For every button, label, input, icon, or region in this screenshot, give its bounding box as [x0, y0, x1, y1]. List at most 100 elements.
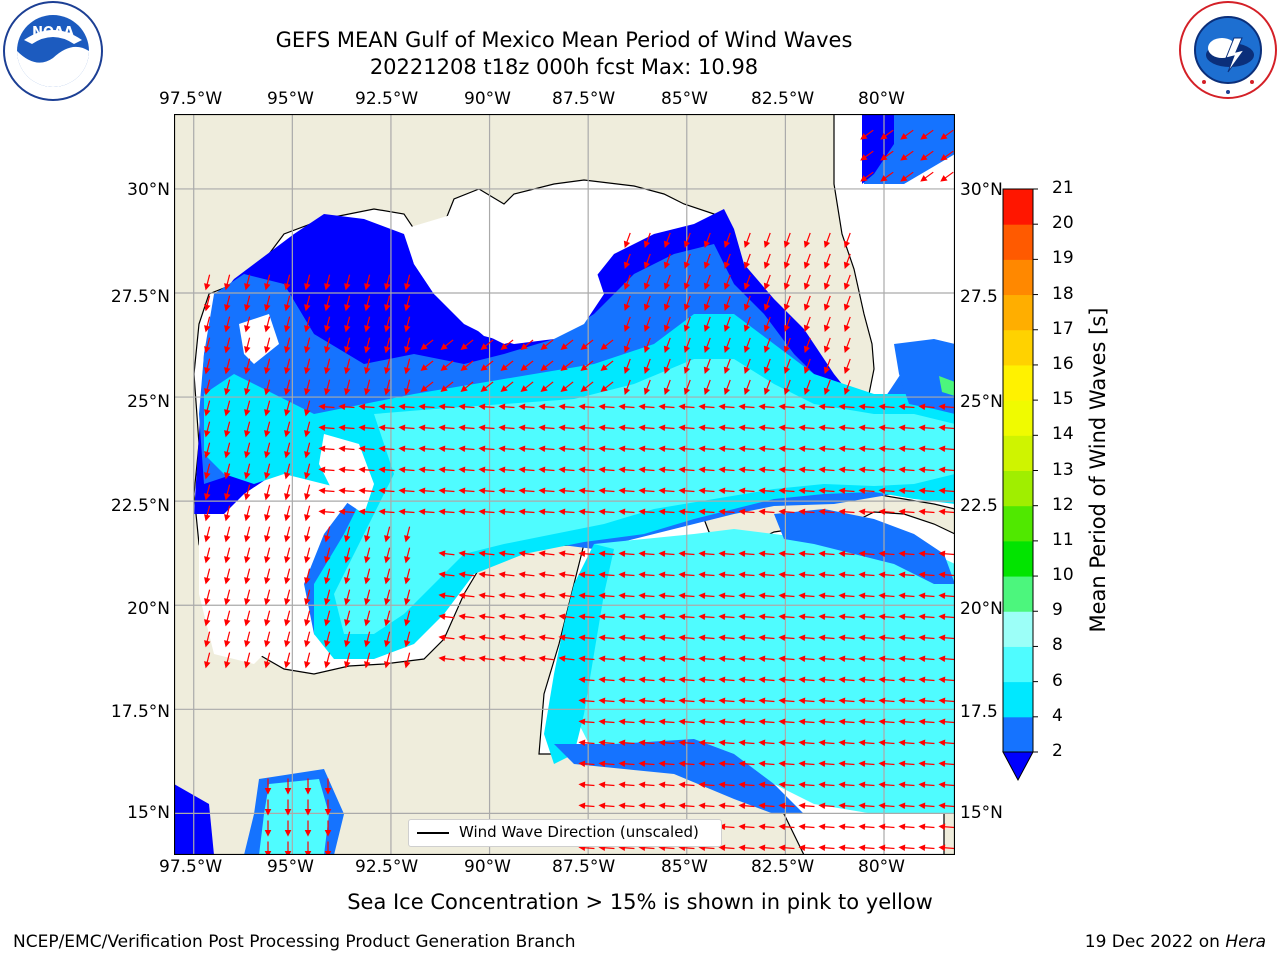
wind-wave-arrowhead	[798, 613, 806, 621]
wind-wave-direction-arrows	[204, 129, 955, 855]
wind-wave-arrowhead	[858, 487, 866, 495]
wind-wave-arrowhead	[324, 788, 332, 795]
wind-wave-arrowhead	[783, 261, 791, 270]
colorbar-frame	[1002, 188, 1034, 753]
wind-wave-arrowhead	[404, 325, 411, 333]
wind-wave-arrowhead	[758, 634, 766, 642]
wind-wave-arrowhead	[364, 325, 371, 333]
wind-wave-arrowhead	[678, 466, 686, 474]
wind-wave-arrowhead	[578, 571, 586, 579]
field-blue-nw-caribbean	[774, 509, 955, 584]
wind-wave-arrowhead	[758, 487, 766, 495]
lon-tick-top: 85°W	[661, 89, 708, 109]
wind-wave-arrowhead	[264, 661, 271, 669]
colorbar-tick-label: 6	[1052, 670, 1063, 691]
wind-wave-arrowhead	[683, 387, 691, 396]
wind-wave-arrowhead	[638, 634, 646, 642]
wind-wave-arrowhead	[818, 403, 826, 411]
footer-date-text: 19 Dec 2022 on	[1084, 932, 1226, 952]
wind-wave-arrowhead	[498, 571, 506, 578]
wind-wave-arrowhead	[224, 577, 231, 585]
field-dark-blue-atlantic	[862, 114, 894, 184]
wind-wave-arrowhead	[818, 739, 826, 747]
wind-wave-arrowhead	[358, 508, 366, 516]
wind-wave-arrowhead	[823, 387, 831, 396]
wind-wave-arrowhead	[458, 445, 466, 453]
wind-wave-arrowhead	[878, 823, 886, 831]
wind-wave-arrowhead	[758, 403, 766, 411]
wind-wave-arrowhead	[778, 655, 786, 663]
wind-wave-arrowhead	[618, 571, 626, 579]
wind-wave-arrowhead	[643, 261, 651, 270]
wind-wave-arrowhead	[918, 487, 926, 495]
wind-wave-arrowhead	[663, 345, 671, 354]
wind-wave-arrowhead	[458, 655, 466, 662]
wind-wave-arrowhead	[224, 388, 231, 396]
wind-wave-arrowhead	[778, 823, 786, 831]
wind-wave-arrowhead	[244, 661, 251, 669]
wind-wave-arrowhead	[538, 592, 546, 599]
lon-tick-bottom: 85°W	[661, 857, 708, 877]
wind-wave-arrowhead	[843, 366, 851, 375]
wind-wave-arrowhead	[204, 304, 211, 312]
wind-wave-arrowhead	[284, 493, 291, 501]
wind-wave-arrowhead	[678, 445, 686, 453]
wind-wave-arrowhead	[798, 760, 806, 768]
wind-wave-arrowhead	[520, 343, 528, 350]
wind-wave-arrowhead	[440, 343, 448, 350]
wind-wave-arrowhead	[920, 133, 928, 140]
wind-wave-arrowhead	[818, 424, 826, 432]
wind-wave-arrowhead	[778, 550, 786, 558]
wind-wave-arrowhead	[498, 403, 506, 411]
wind-wave-arrowhead	[244, 493, 251, 501]
wind-wave-arrowhead	[623, 366, 631, 375]
wind-wave-arrowhead	[638, 676, 646, 684]
wind-wave-arrowhead	[364, 577, 371, 585]
wind-wave-arrowhead	[498, 487, 506, 495]
wind-wave-arrowhead	[738, 676, 746, 684]
wind-wave-arrowhead	[538, 466, 546, 474]
wind-wave-arrowhead	[938, 676, 946, 684]
wind-wave-arrowhead	[718, 487, 726, 495]
wind-wave-arrowhead	[284, 640, 291, 648]
wind-wave-arrowhead	[723, 261, 731, 270]
wind-wave-arrowhead	[304, 325, 311, 333]
wind-wave-arrowhead	[878, 613, 886, 621]
wind-wave-arrowhead	[364, 661, 371, 669]
wind-wave-arrowhead	[658, 760, 666, 768]
wind-wave-arrowhead	[578, 781, 586, 789]
wind-wave-arrowhead	[638, 571, 646, 579]
wind-wave-arrowhead	[678, 424, 686, 432]
wind-wave-arrowhead	[703, 282, 711, 291]
wind-wave-arrowhead	[678, 508, 686, 516]
wind-wave-arrowhead	[718, 718, 726, 726]
wind-wave-arrowhead	[938, 655, 946, 663]
wind-wave-arrowhead	[304, 788, 312, 795]
wind-wave-arrowhead	[638, 781, 646, 789]
wind-wave-arrowhead	[338, 424, 346, 432]
lon-tick-bottom: 95°W	[267, 857, 314, 877]
wind-wave-arrowhead	[458, 592, 466, 599]
wind-wave-arrowhead	[658, 697, 666, 705]
wind-wave-arrowhead	[578, 739, 586, 747]
wind-wave-arrowhead	[698, 676, 706, 684]
field-cyan-pacific	[259, 779, 329, 855]
wind-wave-arrowhead	[618, 487, 626, 495]
field-green-peak	[939, 376, 955, 396]
wind-wave-arrowhead	[918, 781, 926, 789]
wind-wave-arrowhead	[204, 346, 211, 354]
wind-wave-arrowhead	[344, 661, 351, 669]
nws-logo	[1178, 0, 1278, 100]
wind-wave-arrowhead	[324, 809, 332, 816]
wind-wave-arrowhead	[244, 472, 251, 480]
wind-wave-arrowhead	[763, 282, 771, 291]
wind-wave-arrowhead	[878, 571, 886, 579]
wind-wave-arrowhead	[898, 739, 906, 747]
wind-wave-arrowhead	[224, 430, 231, 438]
wind-wave-arrowhead	[623, 261, 631, 270]
wind-wave-arrowhead	[878, 697, 886, 705]
wind-wave-arrowhead	[738, 844, 746, 852]
wind-wave-arrowhead	[878, 844, 886, 852]
wind-wave-arrowhead	[938, 508, 946, 516]
lat-tick-right: 17.5	[960, 702, 998, 722]
